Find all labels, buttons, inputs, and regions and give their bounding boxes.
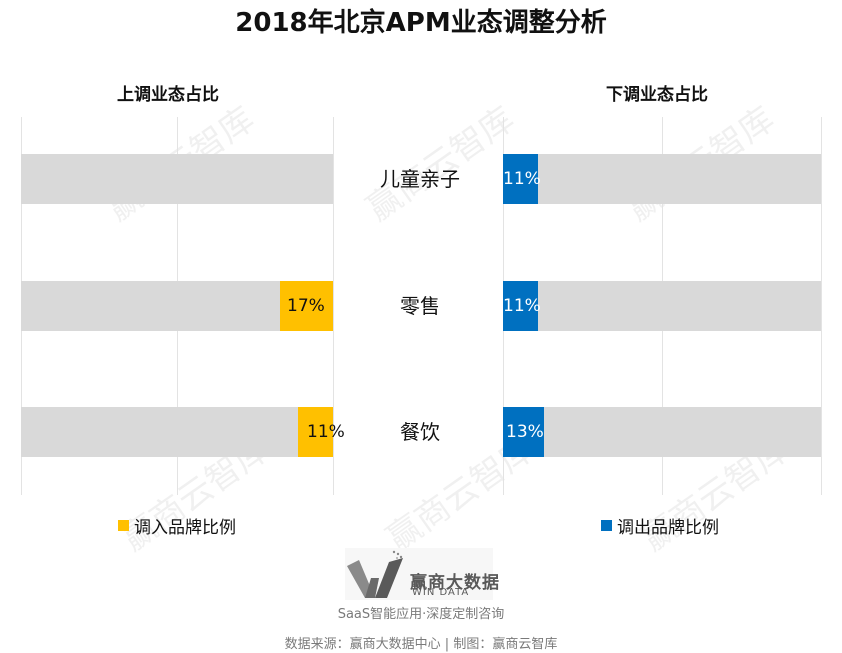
chart-title: 2018年北京APM业态调整分析 <box>235 8 607 38</box>
right-track-bar <box>503 281 821 331</box>
out-bar <box>503 281 538 331</box>
in-value-label: 17% <box>287 296 325 316</box>
legend-swatch-yellow <box>118 520 129 531</box>
category-label: 餐饮 <box>400 420 440 444</box>
legend-label: 调出品牌比例 <box>617 518 719 538</box>
right-track-bar <box>503 407 821 457</box>
out-value-label: 11% <box>503 296 541 316</box>
out-bar <box>503 407 544 457</box>
legend-swatch-blue <box>601 520 612 531</box>
in-value-label: 11% <box>307 422 345 442</box>
legend-in: 调入品牌比例 <box>118 513 236 538</box>
right-panel-title: 下调业态占比 <box>606 85 708 105</box>
logo-v-icon <box>345 548 493 600</box>
left-track-bar <box>21 154 333 204</box>
slogan: SaaS智能应用·深度定制咨询 <box>337 607 505 622</box>
right-track-bar <box>503 154 821 204</box>
in-bar <box>298 407 333 457</box>
out-value-label: 13% <box>506 422 544 442</box>
out-value-label: 11% <box>503 169 541 189</box>
win-data-logo <box>345 548 493 600</box>
category-label: 零售 <box>400 294 440 318</box>
in-bar <box>280 281 333 331</box>
out-bar <box>503 154 538 204</box>
source-note: 数据来源：赢商大数据中心 | 制图：赢商云智库 <box>284 637 558 652</box>
gridline <box>821 117 822 495</box>
gridline <box>333 117 334 495</box>
logo-name-en: WIN DATA <box>412 587 470 598</box>
logo-name-cn: 赢商大数据 <box>410 573 500 593</box>
category-label: 儿童亲子 <box>380 167 460 191</box>
legend-label: 调入品牌比例 <box>134 518 236 538</box>
left-panel-title: 上调业态占比 <box>117 85 219 105</box>
left-track-bar <box>21 407 333 457</box>
legend-out: 调出品牌比例 <box>601 513 719 538</box>
